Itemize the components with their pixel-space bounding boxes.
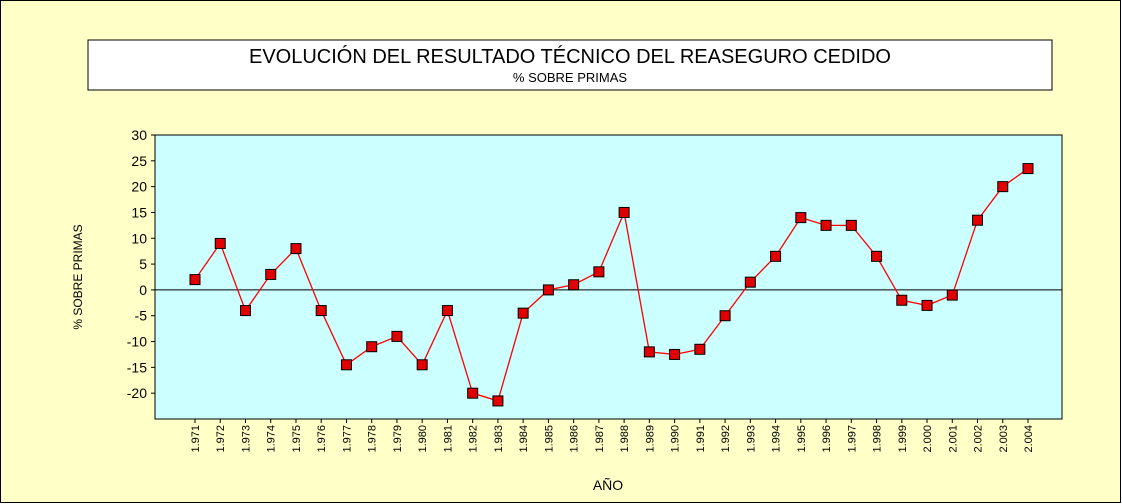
point-marker xyxy=(845,219,857,231)
x-tick-label: 1.978 xyxy=(367,425,379,453)
y-tick-label: 30 xyxy=(131,127,147,143)
y-tick-label: -5 xyxy=(135,308,148,324)
x-tick-label: 1.992 xyxy=(720,425,732,453)
point-marker xyxy=(542,284,554,296)
x-axis-label: AÑO xyxy=(593,477,623,493)
y-tick-label: 0 xyxy=(139,282,147,298)
y-tick-label: 15 xyxy=(131,204,147,220)
point-marker xyxy=(643,346,655,358)
point-marker xyxy=(719,310,731,322)
x-tick-label: 1.987 xyxy=(594,425,606,453)
point-marker xyxy=(568,279,580,291)
point-marker xyxy=(669,348,681,360)
x-tick-label: 1.983 xyxy=(493,425,505,453)
x-tick-label: 1.980 xyxy=(417,425,429,453)
point-marker xyxy=(366,341,378,353)
point-marker xyxy=(315,305,327,317)
y-tick-label: -10 xyxy=(127,334,147,350)
x-tick-label: 1.979 xyxy=(392,425,404,453)
chart-subtitle: % SOBRE PRIMAS xyxy=(513,70,627,85)
point-marker xyxy=(593,266,605,278)
point-marker xyxy=(618,206,630,218)
series-line xyxy=(194,168,1029,402)
point-marker xyxy=(517,307,529,319)
point-marker xyxy=(189,274,201,286)
point-marker xyxy=(921,299,933,311)
x-tick-label: 2.001 xyxy=(947,425,959,453)
point-marker xyxy=(391,330,403,342)
point-marker xyxy=(492,395,504,407)
x-tick-label: 1.996 xyxy=(821,425,833,453)
point-marker xyxy=(997,181,1009,193)
x-tick-label: 1.997 xyxy=(846,425,858,453)
y-tick-label: 20 xyxy=(131,179,147,195)
point-marker xyxy=(467,387,479,399)
y-axis-label: % SOBRE PRIMAS xyxy=(71,224,85,329)
point-marker xyxy=(795,212,807,224)
x-tick-label: 1.998 xyxy=(872,425,884,453)
point-marker xyxy=(416,359,428,371)
plot-area xyxy=(154,134,1063,420)
x-tick-label: 1.995 xyxy=(796,425,808,453)
point-marker xyxy=(441,305,453,317)
point-marker xyxy=(820,219,832,231)
x-tick-label: 1.985 xyxy=(543,425,555,453)
x-tick-label: 1.993 xyxy=(745,425,757,453)
point-marker xyxy=(340,359,352,371)
x-tick-label: 1.990 xyxy=(670,425,682,453)
point-marker xyxy=(946,289,958,301)
y-tick-label: -15 xyxy=(127,359,147,375)
x-tick-label: 1.982 xyxy=(468,425,480,453)
point-marker xyxy=(871,250,883,262)
x-tick-label: 1.994 xyxy=(771,425,783,453)
title-box xyxy=(87,39,1053,91)
x-tick-label: 1.999 xyxy=(897,425,909,453)
x-tick-label: 1.977 xyxy=(341,425,353,453)
point-marker xyxy=(1022,163,1034,175)
point-marker xyxy=(694,343,706,355)
y-tick-label: 5 xyxy=(139,256,147,272)
chart-title: EVOLUCIÓN DEL RESULTADO TÉCNICO DEL REAS… xyxy=(249,45,891,68)
x-tick-label: 1.991 xyxy=(695,425,707,453)
x-tick-label: 1.974 xyxy=(266,425,278,453)
x-tick-label: 1.986 xyxy=(569,425,581,453)
y-tick-label: 10 xyxy=(131,230,147,246)
x-tick-label: 2.002 xyxy=(973,425,985,453)
x-tick-label: 1.971 xyxy=(190,425,202,453)
x-tick-label: 2.000 xyxy=(922,425,934,453)
x-tick-label: 1.989 xyxy=(644,425,656,453)
x-tick-label: 1.981 xyxy=(442,425,454,453)
point-marker xyxy=(770,250,782,262)
point-marker xyxy=(290,243,302,255)
point-marker xyxy=(239,305,251,317)
point-marker xyxy=(744,276,756,288)
x-tick-label: 1.972 xyxy=(215,425,227,453)
x-tick-label: 2.004 xyxy=(1023,425,1035,453)
y-tick-label: 25 xyxy=(131,153,147,169)
point-marker xyxy=(896,294,908,306)
x-tick-label: 1.976 xyxy=(316,425,328,453)
x-tick-label: 1.984 xyxy=(518,425,530,453)
x-tick-label: 1.975 xyxy=(291,425,303,453)
point-marker xyxy=(265,268,277,280)
x-tick-label: 1.988 xyxy=(619,425,631,453)
point-marker xyxy=(214,237,226,249)
y-tick-label: -20 xyxy=(127,385,147,401)
x-tick-label: 1.973 xyxy=(240,425,252,453)
x-tick-label: 2.003 xyxy=(998,425,1010,453)
point-marker xyxy=(972,214,984,226)
